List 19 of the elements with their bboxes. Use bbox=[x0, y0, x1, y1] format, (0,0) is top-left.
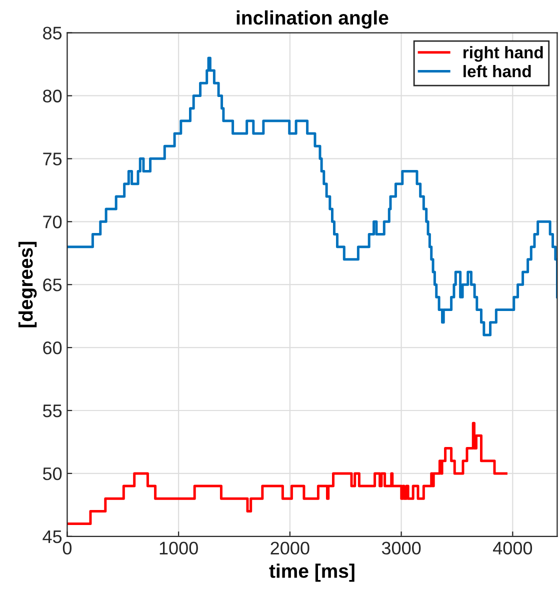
x-tick-label: 0 bbox=[62, 542, 72, 555]
x-tick-label: 4000 bbox=[492, 542, 532, 555]
y-tick-label: 70 bbox=[43, 216, 62, 228]
y-tick-label: 55 bbox=[42, 404, 62, 418]
y-tick-label: 60 bbox=[43, 341, 62, 354]
y-tick-label: 80 bbox=[43, 90, 62, 102]
x-tick-label: 3000 bbox=[382, 542, 421, 555]
x-tick-label: 2000 bbox=[270, 542, 310, 555]
x-tick-label: 1000 bbox=[160, 542, 198, 555]
y-tick-label: 85 bbox=[43, 26, 62, 40]
y-axis-title: [degrees] bbox=[18, 242, 37, 328]
chart-title: inclination angle bbox=[236, 10, 388, 29]
legend-label: left hand bbox=[464, 65, 531, 78]
y-tick-label: 50 bbox=[42, 467, 62, 480]
y-tick-label: 65 bbox=[43, 278, 62, 292]
x-axis-title: time [ms] bbox=[269, 564, 354, 582]
legend-label: right hand bbox=[464, 46, 543, 62]
y-tick-label: 45 bbox=[42, 530, 62, 544]
y-tick-label: 75 bbox=[43, 152, 62, 166]
